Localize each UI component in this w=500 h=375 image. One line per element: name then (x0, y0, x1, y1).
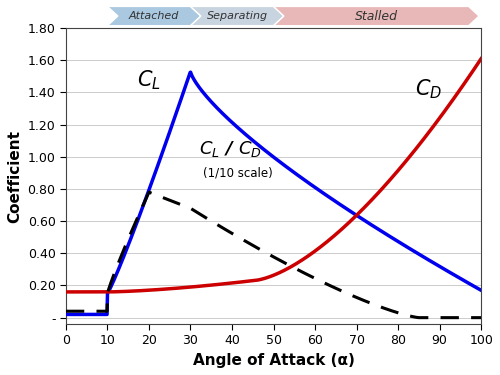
Polygon shape (190, 6, 284, 26)
Text: $C_L$ / $C_D$: $C_L$ / $C_D$ (199, 139, 262, 159)
Text: Stalled: Stalled (355, 10, 398, 22)
Polygon shape (274, 6, 479, 26)
Text: Attached: Attached (129, 11, 180, 21)
Polygon shape (108, 6, 201, 26)
Text: (1/10 scale): (1/10 scale) (203, 166, 272, 179)
Y-axis label: Coefficient: Coefficient (7, 130, 22, 223)
X-axis label: Angle of Attack (α): Angle of Attack (α) (192, 353, 354, 368)
Text: $C_D$: $C_D$ (414, 78, 442, 101)
Text: Separating: Separating (206, 11, 268, 21)
Text: $C_L$: $C_L$ (136, 68, 160, 92)
